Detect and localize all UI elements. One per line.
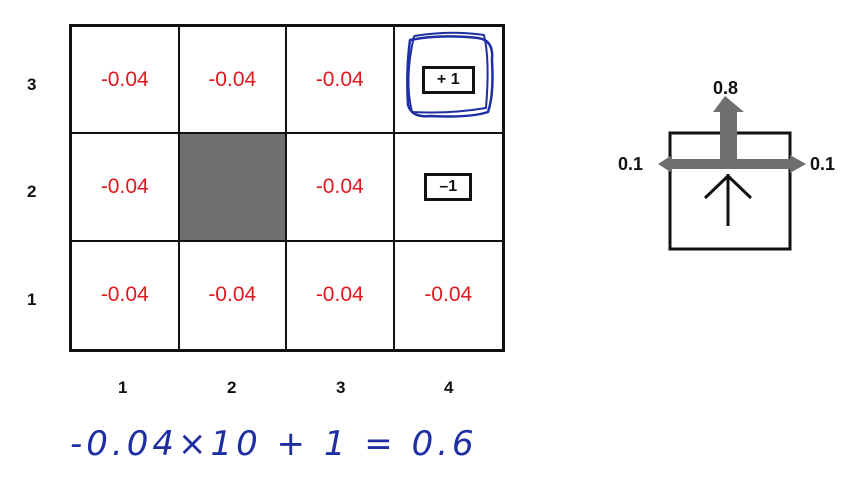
prob-left: 0.1 (618, 154, 643, 174)
row-label-1: 1 (27, 290, 37, 309)
col-label-2: 2 (227, 378, 237, 397)
grid-world: -0.04 -0.04 -0.04 + 1 -0.04 -0.04 –1 -0.… (69, 24, 505, 352)
right-arrow-icon (790, 155, 806, 173)
action-model-diagram: 0.8 0.1 0.1 (618, 78, 835, 251)
forward-arrow-icon (713, 96, 744, 166)
cell-4-3-goal: + 1 (394, 27, 502, 135)
col-label-1: 1 (118, 378, 128, 397)
reward-value: -0.04 (100, 283, 149, 307)
wall-cell (179, 134, 287, 242)
reward-value: -0.04 (208, 283, 257, 307)
reward-value: -0.04 (424, 283, 473, 307)
cell-2-3: -0.04 (179, 27, 287, 135)
terminal-plus-one: + 1 (421, 65, 475, 94)
cell-1-1: -0.04 (72, 241, 180, 349)
row-label-3: 3 (27, 75, 37, 94)
side-bar (670, 159, 790, 169)
reward-value: -0.04 (100, 67, 149, 91)
cell-3-3: -0.04 (287, 27, 395, 135)
col-label-3: 3 (336, 378, 346, 397)
reward-value: -0.04 (315, 283, 364, 307)
col-label-4: 4 (444, 378, 454, 397)
cell-3-1: -0.04 (287, 241, 395, 349)
prob-forward: 0.8 (713, 78, 738, 98)
handwritten-equation: -0.04×10 + 1 = 0.6 (70, 424, 478, 464)
reward-value: -0.04 (315, 67, 364, 91)
reward-value: -0.04 (315, 174, 364, 198)
cell-4-1: -0.04 (395, 242, 503, 349)
cell-3-2: -0.04 (287, 134, 395, 242)
left-arrow-icon (658, 155, 672, 173)
reward-value: -0.04 (208, 67, 257, 91)
cell-1-2: -0.04 (72, 134, 180, 242)
cell-4-2-pit: –1 (394, 134, 502, 242)
prob-right: 0.1 (810, 154, 835, 174)
cell-2-1: -0.04 (180, 241, 287, 349)
intended-arrow-icon (703, 173, 753, 200)
terminal-minus-one: –1 (424, 172, 473, 201)
reward-value: -0.04 (100, 174, 149, 198)
row-label-2: 2 (27, 182, 37, 201)
cell-1-3: -0.04 (72, 27, 180, 135)
